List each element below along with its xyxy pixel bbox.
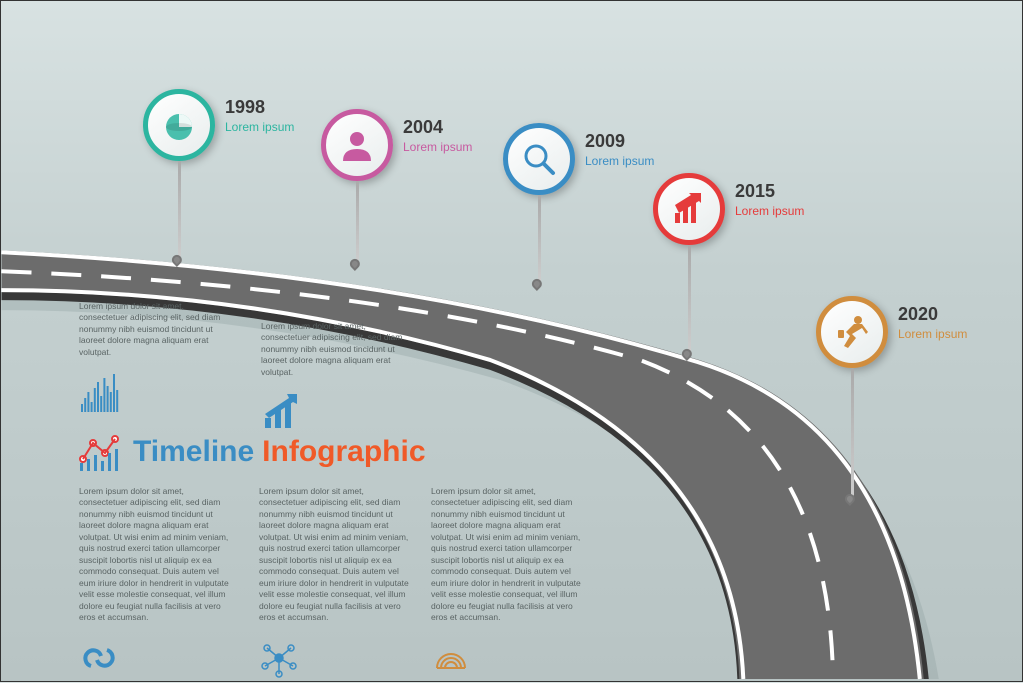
timeline-marker-1998: 1998 Lorem ipsum: [143, 89, 215, 267]
pie-chart-icon: [143, 89, 215, 161]
marker-subtitle: Lorem ipsum: [585, 154, 725, 168]
info-text: Lorem ipsum dolor sit amet, consectetuer…: [431, 486, 581, 624]
network-nodes-icon: [259, 638, 409, 683]
title-chart-icon: [79, 431, 121, 473]
timeline-marker-2004: 2004 Lorem ipsum: [321, 109, 393, 271]
info-block: Lorem ipsum dolor sit amet, consectetuer…: [79, 486, 229, 683]
user-icon: [321, 109, 393, 181]
info-text: Lorem ipsum dolor sit amet, consectetuer…: [261, 321, 411, 378]
marker-year: 2009: [585, 131, 725, 152]
marker-subtitle: Lorem ipsum: [898, 327, 1023, 341]
chain-link-icon: [79, 638, 229, 683]
marker-year: 2020: [898, 304, 1023, 325]
info-text: Lorem ipsum dolor sit amet, consectetuer…: [259, 486, 409, 624]
timeline-marker-2009: 2009 Lorem ipsum: [503, 123, 575, 291]
growth-chart-icon: [653, 173, 725, 245]
bar-chart-icon: [79, 372, 229, 417]
timeline-marker-2020: 2020 Lorem ipsum: [816, 296, 888, 506]
info-block: Lorem ipsum dolor sit amet, consectetuer…: [261, 321, 411, 437]
magnifier-icon: [503, 123, 575, 195]
running-person-icon: [816, 296, 888, 368]
title-word-1: Timeline: [133, 435, 254, 469]
title: Timeline Infographic: [79, 431, 426, 473]
info-block: Lorem ipsum dolor sit amet, consectetuer…: [431, 486, 581, 683]
semicircle-gauge-icon: [431, 638, 581, 683]
info-block: Lorem ipsum dolor sit amet, consectetuer…: [259, 486, 409, 683]
info-text: Lorem ipsum dolor sit amet, consectetuer…: [79, 301, 229, 358]
marker-year: 2015: [735, 181, 875, 202]
info-text: Lorem ipsum dolor sit amet, consectetuer…: [79, 486, 229, 624]
info-block: Lorem ipsum dolor sit amet, consectetuer…: [79, 301, 229, 417]
timeline-marker-2015: 2015 Lorem ipsum: [653, 173, 725, 361]
marker-subtitle: Lorem ipsum: [735, 204, 875, 218]
title-word-2: Infographic: [262, 435, 425, 469]
